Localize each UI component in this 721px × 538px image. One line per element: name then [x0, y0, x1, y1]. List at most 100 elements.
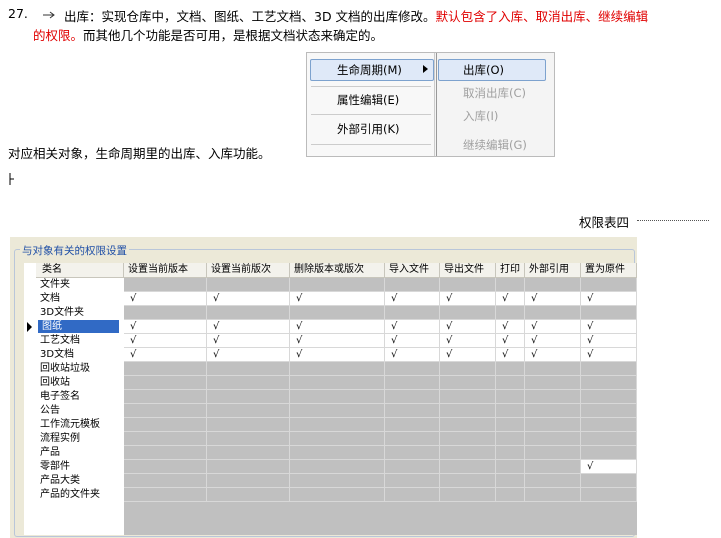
permission-cell: √: [525, 292, 581, 306]
permission-cell: [385, 418, 440, 432]
submenu-item: 出库(O): [463, 63, 505, 77]
permission-cell: [581, 362, 637, 376]
permission-cell: √: [290, 348, 385, 362]
permission-cell: [525, 362, 581, 376]
permission-cell: [525, 460, 581, 474]
permission-cell: √: [525, 320, 581, 334]
permission-cell: √: [581, 292, 637, 306]
permission-cell: [525, 376, 581, 390]
permission-cell: √: [207, 334, 290, 348]
row-header: 3D文档: [36, 348, 124, 362]
permission-cell: √: [440, 334, 496, 348]
permission-cell: [290, 376, 385, 390]
permission-cell: [207, 390, 290, 404]
permission-cell: [496, 306, 525, 320]
permission-cell: √: [525, 348, 581, 362]
row-header: 工作流元模板: [36, 418, 124, 432]
permission-cell: [440, 432, 496, 446]
permission-cell: [207, 446, 290, 460]
permission-cell: [124, 460, 207, 474]
permission-cell: [440, 306, 496, 320]
permission-cell: [440, 390, 496, 404]
permission-cell: [207, 474, 290, 488]
permission-cell: √: [385, 292, 440, 306]
permission-cell: √: [207, 292, 290, 306]
permission-cell: √: [525, 334, 581, 348]
permission-cell: √: [440, 320, 496, 334]
permission-cell: [124, 362, 207, 376]
permission-cell: [385, 376, 440, 390]
permission-cell: [207, 376, 290, 390]
submenu-item: 继续编辑(G): [463, 138, 527, 152]
permission-cell: [290, 446, 385, 460]
permission-cell: √: [290, 292, 385, 306]
permission-cell: [496, 418, 525, 432]
permission-cell: [290, 404, 385, 418]
permission-cell: [290, 418, 385, 432]
permission-cell: √: [496, 292, 525, 306]
group-title: 与对象有关的权限设置: [20, 243, 129, 258]
permission-panel: 与对象有关的权限设置 类名 设置当前版本 设置当前版次 删除版本或版次 导入文件 导出文件…: [10, 237, 637, 538]
paragraph-line: 出库：实现仓库中，文档、图纸、工艺文档、3D 文档的出库修改。默认包含了入库、取…: [64, 6, 648, 25]
permission-cell: [496, 376, 525, 390]
column-header: 外部引用: [525, 263, 581, 278]
permission-cell: [290, 432, 385, 446]
row-header: 产品大类: [36, 474, 124, 488]
permission-cell: [581, 488, 637, 502]
row-header: 电子签名: [36, 390, 124, 404]
submenu-item: 取消出库(C): [463, 86, 527, 100]
permission-cell: √: [207, 348, 290, 362]
permission-cell: [525, 404, 581, 418]
permission-cell: [440, 446, 496, 460]
paragraph-line: 的权限。而其他几个功能是否可用，是根据文档状态来确定的。: [33, 25, 383, 44]
column-header: 导入文件: [385, 263, 440, 278]
column-header: 设置当前版次: [207, 263, 290, 278]
permission-cell: [525, 390, 581, 404]
permission-cell: √: [440, 348, 496, 362]
permission-cell: [124, 488, 207, 502]
permission-cell: [496, 446, 525, 460]
permission-cell: [525, 446, 581, 460]
permission-cell: [440, 418, 496, 432]
permission-cell: √: [124, 348, 207, 362]
permission-cell: √: [496, 348, 525, 362]
permission-cell: [207, 432, 290, 446]
permission-cell: √: [581, 320, 637, 334]
row-header: 工艺文档: [36, 334, 124, 348]
permission-cell: [440, 460, 496, 474]
menu-item: 生命周期(M): [337, 63, 402, 77]
submenu-arrow: [423, 65, 428, 73]
row-header: 零部件: [36, 460, 124, 474]
row-header: 流程实例: [36, 432, 124, 446]
permission-cell: √: [207, 320, 290, 334]
permission-cell: [290, 390, 385, 404]
permission-cell: [207, 278, 290, 292]
separator: [311, 86, 431, 87]
permission-cell: [290, 362, 385, 376]
column-header: 导出文件: [440, 263, 496, 278]
permission-cell: [525, 474, 581, 488]
permission-cell: [124, 418, 207, 432]
permission-cell: [525, 306, 581, 320]
row-header: 回收站: [36, 376, 124, 390]
permission-cell: √: [581, 460, 637, 474]
permission-cell: √: [581, 348, 637, 362]
permission-cell: [124, 404, 207, 418]
cursor: [9, 173, 14, 185]
permission-cell: [385, 446, 440, 460]
permission-cell: [496, 474, 525, 488]
permission-cell: [440, 376, 496, 390]
permission-cell: [385, 362, 440, 376]
permission-cell: [207, 488, 290, 502]
permission-cell: [290, 474, 385, 488]
permission-cell: √: [385, 334, 440, 348]
permission-cell: [440, 278, 496, 292]
menu-item: 属性编辑(E): [337, 93, 400, 107]
permission-cell: √: [496, 334, 525, 348]
permission-cell: √: [440, 292, 496, 306]
item-number: 27.: [8, 6, 28, 21]
permission-cell: [124, 474, 207, 488]
separator: [311, 144, 431, 145]
emphasis-tail: 的权限。: [33, 28, 84, 43]
